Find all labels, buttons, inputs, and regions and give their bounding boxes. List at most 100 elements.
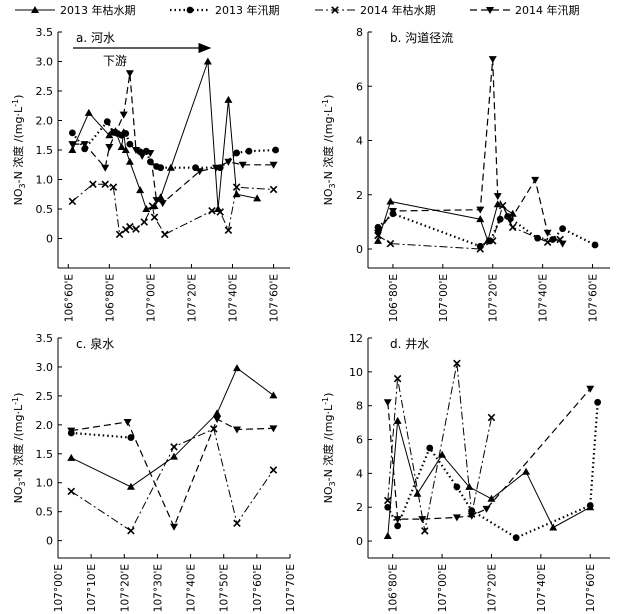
x-tick-label: 107°00'E — [438, 274, 450, 322]
data-point — [512, 534, 520, 542]
panel-title: b. 沟道径流 — [390, 31, 453, 45]
legend-item: 2014 年枯水期 — [315, 3, 436, 17]
data-point — [453, 359, 461, 368]
y-tick-label: 12 — [349, 332, 363, 345]
data-point — [127, 527, 135, 535]
data-point — [253, 194, 262, 202]
y-tick-label: 1.0 — [36, 477, 54, 490]
y-axis-label: NO3-N 浓度 /(mg·L-1) — [11, 95, 27, 206]
data-point — [394, 522, 402, 530]
data-point — [142, 147, 150, 155]
series-2 — [67, 429, 135, 441]
data-point — [493, 200, 502, 208]
series-1 — [373, 197, 517, 244]
data-point — [393, 374, 402, 383]
data-point — [421, 527, 429, 535]
data-point — [534, 234, 542, 242]
data-point — [101, 180, 109, 188]
y-tick-label: 8 — [356, 400, 363, 413]
data-point — [543, 229, 552, 237]
data-point — [453, 483, 461, 491]
series-line — [71, 418, 274, 528]
series-4 — [68, 70, 278, 208]
data-point — [393, 416, 402, 424]
series-1 — [67, 364, 278, 490]
x-tick-label: 107°20'E — [186, 274, 198, 322]
panel-d: 0 2 4 6 8 10 12 106°80'E 107°00'E 107°20'E 107°40'… — [321, 332, 610, 612]
data-point — [142, 205, 151, 212]
legend: 2013 年枯水期 2013 年汛期 2014 年枯水期 2014 年汛期 — [15, 3, 580, 17]
legend-label: 2014 年汛期 — [515, 3, 580, 17]
y-tick-label: 10 — [349, 366, 363, 379]
series-line — [72, 183, 274, 235]
x-tick-label: 106°80'E — [104, 274, 116, 322]
y-axis-label: NO3-N 浓度 /(mg·L-1) — [321, 95, 337, 206]
panel-title: c. 泉水 — [76, 337, 114, 351]
data-point — [373, 229, 382, 237]
data-point — [269, 425, 278, 433]
x-tick-label: 107°20'E — [488, 274, 500, 322]
data-point — [170, 443, 178, 451]
data-point — [125, 70, 134, 78]
x-tick-label: 107°60'E — [588, 274, 600, 322]
data-point — [386, 239, 395, 248]
data-point — [272, 146, 280, 154]
data-point — [224, 95, 233, 103]
legend-marker — [31, 6, 39, 13]
x-tick-label: 107°60'E — [269, 274, 281, 322]
data-point — [126, 222, 134, 231]
panel-title: d. 井水 — [390, 337, 429, 351]
data-point — [232, 364, 241, 372]
data-point — [245, 147, 253, 155]
series-1 — [383, 416, 595, 539]
panel-c: 0 0.5 1.0 1.5 2.0 2.5 3.0 3.5 107°00'E 107°10'E 10… — [11, 332, 297, 612]
data-point — [132, 225, 140, 233]
series-line — [72, 72, 274, 204]
y-tick-label: 4 — [356, 467, 363, 480]
series-4 — [383, 385, 595, 524]
x-tick-label: 107°40'E — [186, 564, 198, 612]
data-point — [558, 240, 567, 248]
data-point — [80, 141, 89, 149]
data-point — [203, 57, 212, 65]
data-point — [68, 146, 77, 153]
series-line — [71, 61, 258, 210]
x-tick-label: 106°60'E — [63, 274, 75, 322]
data-point — [146, 158, 154, 166]
data-point — [506, 217, 515, 225]
data-point — [146, 149, 155, 157]
y-tick-label: 2.5 — [36, 85, 54, 98]
data-point — [103, 118, 111, 126]
data-point — [89, 180, 97, 188]
data-point — [213, 416, 222, 424]
x-tick-label: 107°00'E — [53, 564, 65, 612]
data-point — [232, 183, 241, 191]
series-4 — [67, 416, 278, 531]
data-point — [68, 141, 77, 149]
x-tick-label: 107°50'E — [219, 564, 231, 612]
series-line — [71, 431, 131, 439]
data-point — [126, 140, 134, 148]
x-tick-label: 107°60'E — [585, 564, 597, 612]
data-point — [105, 144, 114, 152]
data-point — [170, 523, 178, 531]
series-line — [387, 362, 492, 532]
data-point — [132, 147, 141, 154]
y-tick-label: 3.5 — [36, 26, 54, 39]
y-tick-label: 2.5 — [36, 390, 54, 403]
series-2 — [384, 398, 602, 542]
data-point — [195, 168, 204, 176]
data-point — [476, 245, 485, 253]
panel-b: 0 2 4 6 8 106°80'E 107°00'E 107°20'E 107°40'E 107… — [321, 26, 610, 322]
x-tick-label: 106°80'E — [388, 274, 400, 322]
legend-marker — [486, 7, 494, 14]
data-point — [522, 467, 531, 475]
data-point — [487, 494, 496, 502]
data-point — [224, 226, 233, 235]
series-2 — [68, 118, 280, 172]
y-tick-label: 1.5 — [36, 144, 54, 157]
legend-marker — [186, 6, 194, 14]
x-tick-label: 107°40'E — [536, 564, 548, 612]
y-tick-label: 3.0 — [36, 56, 54, 69]
